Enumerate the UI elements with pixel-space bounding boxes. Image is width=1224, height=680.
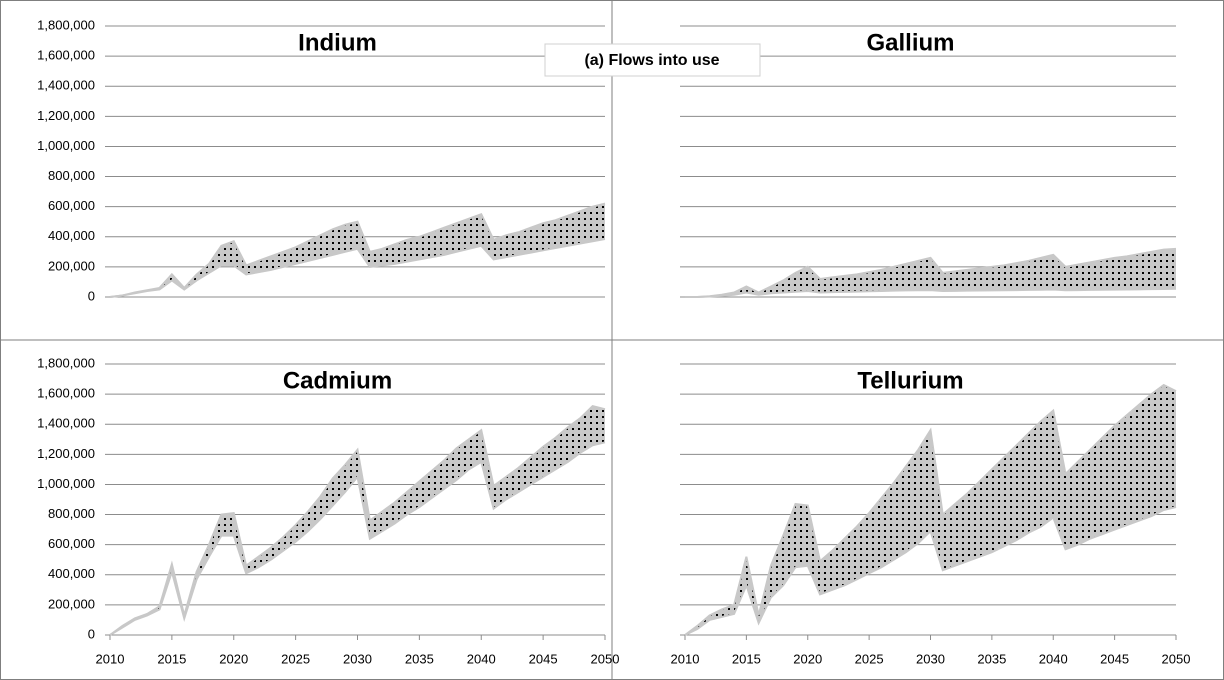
x-tick-label: 2010 xyxy=(96,651,125,666)
x-tick-label: 2040 xyxy=(467,651,496,666)
x-tick-label: 2050 xyxy=(591,651,620,666)
band-edge xyxy=(685,247,1177,298)
y-tick-label: 400,000 xyxy=(48,228,95,243)
band-edge xyxy=(109,441,606,636)
y-tick-label: 1,800,000 xyxy=(37,17,95,32)
band-edge xyxy=(684,383,1177,636)
x-tick-label: 2030 xyxy=(916,651,945,666)
band-edge xyxy=(109,202,606,298)
y-tick-label: 600,000 xyxy=(48,198,95,213)
annotation-box xyxy=(544,43,761,77)
band-edge xyxy=(685,287,1177,298)
band-fill xyxy=(685,385,1176,635)
chart-title: Cadmium xyxy=(283,367,392,394)
y-tick-label: 1,000,000 xyxy=(37,138,95,153)
annotation: (a) Flows into use xyxy=(584,52,719,69)
y-tick-label: 1,000,000 xyxy=(37,476,95,491)
y-tick-label: 0 xyxy=(88,626,95,641)
y-tick-label: 1,800,000 xyxy=(37,355,95,370)
x-tick-label: 2025 xyxy=(855,651,884,666)
y-tick-label: 400,000 xyxy=(48,566,95,581)
x-tick-label: 2040 xyxy=(1039,651,1068,666)
x-tick-label: 2015 xyxy=(157,651,186,666)
y-tick-label: 1,200,000 xyxy=(37,108,95,123)
band-edge xyxy=(109,405,606,636)
x-tick-label: 2030 xyxy=(343,651,372,666)
x-tick-label: 2045 xyxy=(1100,651,1129,666)
y-tick-label: 800,000 xyxy=(48,168,95,183)
y-tick-label: 1,400,000 xyxy=(37,78,95,93)
y-tick-label: 1,600,000 xyxy=(37,386,95,401)
band-edge xyxy=(109,238,606,298)
y-tick-label: 800,000 xyxy=(48,506,95,521)
chart-title: Indium xyxy=(298,29,377,56)
x-tick-label: 2035 xyxy=(405,651,434,666)
x-tick-label: 2015 xyxy=(732,651,761,666)
chart-title: Tellurium xyxy=(857,367,963,394)
y-tick-label: 1,600,000 xyxy=(37,48,95,63)
x-tick-label: 2045 xyxy=(529,651,558,666)
band-fill xyxy=(685,248,1176,297)
chart-title: Gallium xyxy=(866,29,954,56)
y-tick-label: 200,000 xyxy=(48,258,95,273)
x-tick-label: 2050 xyxy=(1162,651,1191,666)
y-tick-label: 0 xyxy=(88,288,95,303)
x-tick-label: 2035 xyxy=(977,651,1006,666)
y-tick-label: 1,200,000 xyxy=(37,446,95,461)
x-tick-label: 2010 xyxy=(671,651,700,666)
x-tick-label: 2020 xyxy=(793,651,822,666)
x-tick-label: 2020 xyxy=(219,651,248,666)
y-tick-label: 600,000 xyxy=(48,536,95,551)
band-edge xyxy=(684,506,1177,636)
y-tick-label: 1,400,000 xyxy=(37,416,95,431)
band-fill xyxy=(110,203,605,297)
x-tick-label: 2025 xyxy=(281,651,310,666)
y-tick-label: 200,000 xyxy=(48,596,95,611)
